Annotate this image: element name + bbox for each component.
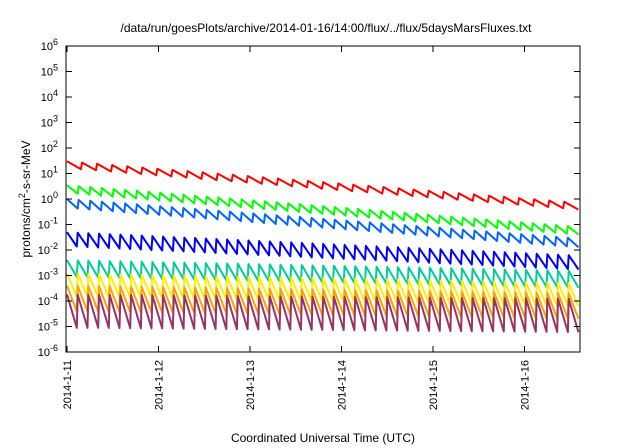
y-tick-base: 10 (38, 347, 50, 359)
y-tick-base: 10 (38, 220, 50, 232)
series-line (66, 160, 579, 211)
x-tick-label: 2014-1-11 (62, 360, 74, 409)
x-tick-label: 2014-1-12 (154, 360, 166, 410)
y-tick-base: 10 (41, 169, 53, 181)
y-tick-base: 10 (38, 296, 50, 308)
y-tick-exp: 0 (53, 190, 58, 200)
y-tick-exp: -3 (50, 267, 58, 277)
y-axis-label-base: protons/cm (19, 198, 33, 257)
y-tick-label: 106 (41, 37, 58, 53)
y-tick-exp: 3 (53, 114, 58, 124)
series-line (66, 231, 580, 271)
y-tick-base: 10 (41, 41, 53, 53)
y-tick-label: 103 (41, 114, 58, 130)
y-tick-base: 10 (38, 245, 50, 257)
y-tick-exp: -4 (50, 292, 58, 302)
y-tick-label: 104 (41, 88, 58, 104)
y-tick-exp: -5 (50, 318, 58, 328)
y-tick-base: 10 (41, 143, 53, 155)
x-axis-label: Coordinated Universal Time (UTC) (231, 431, 415, 445)
y-tick-exp: 1 (53, 165, 58, 175)
y-tick-base: 10 (41, 118, 53, 130)
x-tick-label: 2014-1-13 (245, 360, 257, 410)
series-line (66, 198, 580, 249)
y-tick-label: 10-2 (38, 241, 58, 257)
series-layer (66, 160, 580, 334)
x-tick-label: 2014-1-14 (337, 360, 349, 410)
y-tick-base: 10 (38, 271, 50, 283)
y-tick-label: 10-6 (38, 343, 58, 359)
y-axis: 10-610-510-410-310-210-11001011021031041… (38, 37, 580, 359)
chart-title: /data/run/goesPlots/archive/2014-01-16/1… (121, 21, 533, 35)
y-tick-exp: 2 (53, 139, 58, 149)
y-axis-label-sup: 2 (17, 193, 27, 198)
y-axis-label-rest: -s-sr-MeV (19, 140, 33, 193)
y-tick-exp: 6 (53, 37, 58, 47)
y-tick-base: 10 (41, 194, 53, 206)
y-tick-exp: -2 (50, 241, 58, 251)
y-axis-label: protons/cm2-s-sr-MeV (17, 140, 33, 257)
y-tick-exp: 4 (53, 88, 58, 98)
y-tick-base: 10 (41, 92, 53, 104)
y-tick-base: 10 (38, 322, 50, 334)
series-line (66, 293, 580, 334)
y-tick-label: 105 (41, 63, 58, 79)
x-axis: 2014-1-11 2014-1-12 2014-1-13 2014-1-14 2014… (62, 46, 532, 410)
y-tick-label: 100 (41, 190, 58, 206)
series-line (66, 184, 580, 236)
x-tick-label: 2014-1-15 (428, 360, 440, 410)
y-tick-label: 10-4 (38, 292, 58, 308)
y-tick-label: 10-3 (38, 267, 58, 283)
y-tick-label: 10-5 (38, 318, 58, 334)
x-tick-label: 2014-1-16 (520, 360, 532, 410)
y-tick-exp: 5 (53, 63, 58, 73)
y-tick-exp: -1 (50, 216, 58, 226)
y-tick-base: 10 (41, 67, 53, 79)
y-tick-label: 102 (41, 139, 58, 155)
y-tick-label: 101 (41, 165, 58, 181)
y-tick-label: 10-1 (38, 216, 58, 232)
y-tick-exp: -6 (50, 343, 58, 353)
